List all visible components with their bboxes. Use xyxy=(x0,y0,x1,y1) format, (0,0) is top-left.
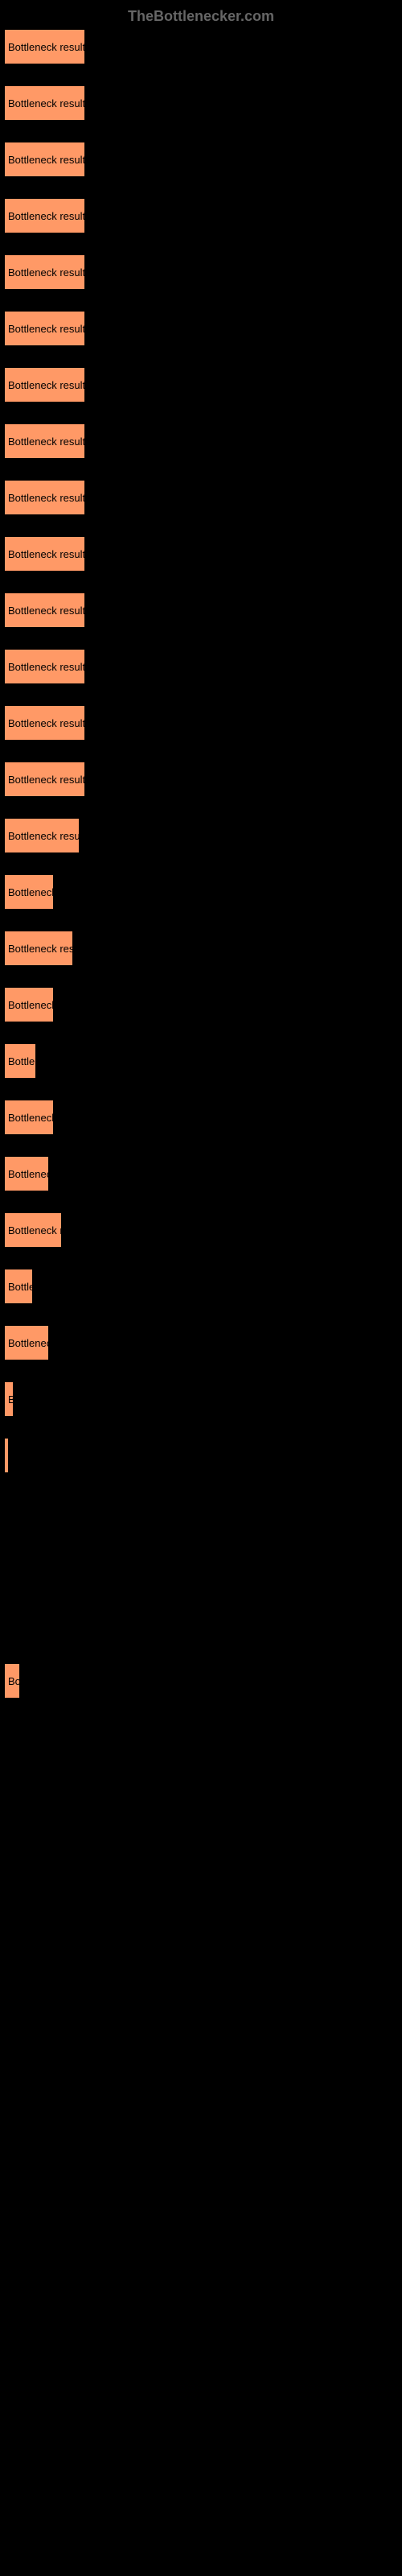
bar-row: Bottleneck resul xyxy=(4,818,398,853)
bar-row: Bottlenec xyxy=(4,1325,398,1360)
bar: Bottleneck xyxy=(4,987,54,1022)
bar: Bottleneck resul xyxy=(4,818,80,853)
bar: Bottleneck result xyxy=(4,705,85,741)
bar-row: Bottleneck res xyxy=(4,931,398,966)
bar: Bottleneck result xyxy=(4,536,85,572)
bar: Bottleneck result xyxy=(4,85,85,121)
bar-row: Bottleneck result xyxy=(4,29,398,64)
empty-row xyxy=(4,2339,398,2375)
bar: Bottleneck result xyxy=(4,592,85,628)
empty-row xyxy=(4,1607,398,1642)
bar: Bottle xyxy=(4,1269,33,1304)
empty-row xyxy=(4,2058,398,2093)
bar-row: Bottleneck result xyxy=(4,592,398,628)
empty-row xyxy=(4,2170,398,2206)
empty-row xyxy=(4,1550,398,1586)
bar: Bottlenec xyxy=(4,1156,49,1191)
bar-row: Bottleneck xyxy=(4,1100,398,1135)
bar: Bottleneck res xyxy=(4,931,73,966)
bar-row: Bottleneck result xyxy=(4,254,398,290)
bar: Bottleneck result xyxy=(4,254,85,290)
bar-row: Bottleneck result xyxy=(4,423,398,459)
bar-row: Bottleneck result xyxy=(4,311,398,346)
bar: Bottleneck result xyxy=(4,480,85,515)
bar-row: Bottleneck result xyxy=(4,198,398,233)
bar: Bottleneck result xyxy=(4,762,85,797)
bar-row: Bottleneck xyxy=(4,874,398,910)
empty-row xyxy=(4,2283,398,2318)
bar: Bottleneck result xyxy=(4,142,85,177)
bar-row: Bottle xyxy=(4,1269,398,1304)
empty-row xyxy=(4,1776,398,1811)
bar: Bottleneck result xyxy=(4,311,85,346)
bar: Bottler xyxy=(4,1043,36,1079)
bar: Bottleneck result xyxy=(4,367,85,402)
bar: Bottleneck result xyxy=(4,29,85,64)
empty-row xyxy=(4,1719,398,1755)
empty-row xyxy=(4,2396,398,2431)
empty-row xyxy=(4,1889,398,1924)
empty-row xyxy=(4,2227,398,2262)
bar: Bottleneck r xyxy=(4,1212,62,1248)
bar-row: Bottleneck result xyxy=(4,142,398,177)
bar-row: Bottleneck result xyxy=(4,705,398,741)
bar-row: Bottleneck xyxy=(4,987,398,1022)
bar: B xyxy=(4,1381,14,1417)
empty-row xyxy=(4,2452,398,2487)
bar-row: Bottler xyxy=(4,1043,398,1079)
empty-row xyxy=(4,2001,398,2037)
bar-row: Bottleneck result xyxy=(4,762,398,797)
empty-row xyxy=(4,1494,398,1530)
bar: Bottleneck xyxy=(4,1100,54,1135)
bar-row xyxy=(4,1438,398,1473)
bar-row: Bottleneck r xyxy=(4,1212,398,1248)
bar: Bottlenec xyxy=(4,1325,49,1360)
empty-row xyxy=(4,2114,398,2149)
bar-row: Bottleneck result xyxy=(4,649,398,684)
watermark-text: TheBottlenecker.com xyxy=(0,0,402,29)
bar: Bottleneck result xyxy=(4,649,85,684)
bar-row: Bo xyxy=(4,1663,398,1699)
bar: Bo xyxy=(4,1663,20,1699)
bar: Bottleneck xyxy=(4,874,54,910)
bar: Bottleneck result xyxy=(4,198,85,233)
empty-row xyxy=(4,1832,398,1868)
bar xyxy=(4,1438,9,1473)
empty-row xyxy=(4,1945,398,1980)
bar-row: Bottleneck result xyxy=(4,367,398,402)
bar-row: Bottleneck result xyxy=(4,480,398,515)
bar-row: Bottleneck result xyxy=(4,536,398,572)
bar-row: B xyxy=(4,1381,398,1417)
bar: Bottleneck result xyxy=(4,423,85,459)
empty-row xyxy=(4,2508,398,2544)
bar-row: Bottleneck result xyxy=(4,85,398,121)
bar-chart: Bottleneck result Bottleneck result Bottle… xyxy=(0,29,402,2544)
bar-row: Bottlenec xyxy=(4,1156,398,1191)
